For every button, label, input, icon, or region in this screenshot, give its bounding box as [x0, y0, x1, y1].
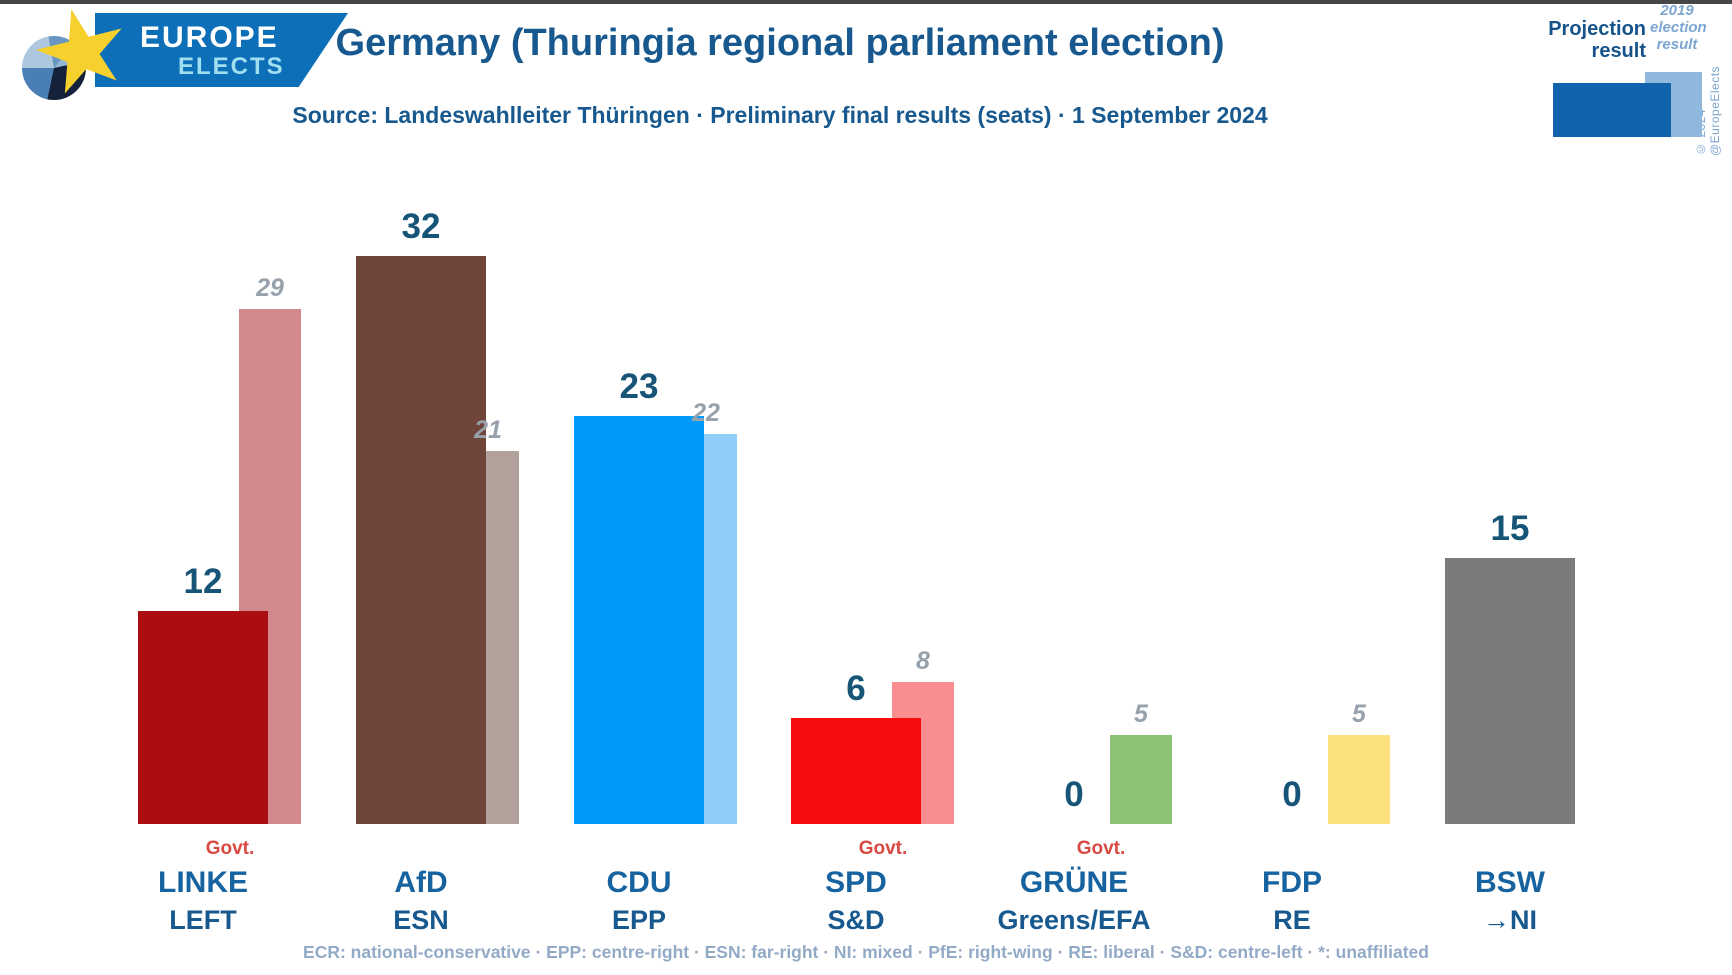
value-projection-linke: 12 — [183, 562, 223, 601]
bar-projection-bsw — [1445, 557, 1575, 824]
logo-banner — [95, 13, 348, 87]
bar-previous-fdp — [1328, 735, 1390, 824]
legend-swatch-projection — [1553, 83, 1671, 137]
legend-previous-line2: election — [1650, 19, 1707, 36]
value-projection-cdu: 23 — [619, 366, 659, 406]
legend-previous-line1: 2019 — [1660, 2, 1694, 19]
legend-previous-label: 2019 election result — [1650, 2, 1707, 53]
legend-projection-label: Projection result — [1528, 18, 1646, 62]
legend-projection-line1: Projection — [1548, 18, 1646, 40]
label-party-linke: LINKE — [158, 866, 248, 899]
chart-title: Germany (Thuringia regional parliament e… — [335, 22, 1225, 64]
logo-text-europe: EUROPE — [140, 21, 279, 54]
label-group-cdu: EPP — [611, 905, 667, 935]
label-party-bsw: BSW — [1475, 866, 1545, 899]
legend-previous-line3: result — [1656, 36, 1698, 53]
bar-projection-cdu — [574, 415, 704, 824]
bar-projection-linke — [138, 611, 268, 824]
group-abbreviation-key: ECR: national-conservative · EPP: centre… — [303, 942, 1429, 962]
label-party-afd: AfD — [394, 866, 448, 899]
value-previous-grune: 5 — [1134, 700, 1148, 729]
label-party-fdp: FDP — [1262, 866, 1322, 899]
value-previous-cdu: 22 — [692, 398, 720, 427]
label-group-spd: S&D — [827, 905, 885, 935]
bar-projection-spd — [791, 717, 921, 824]
logo-text-elects: ELECTS — [178, 53, 285, 80]
label-group-grune: Greens/EFA — [997, 905, 1151, 935]
label-group-bsw: →NI — [1483, 905, 1537, 935]
value-projection-afd: 32 — [401, 207, 441, 246]
image-top-edge — [0, 0, 1732, 4]
legend-projection-line2: result — [1591, 40, 1646, 62]
value-projection-fdp: 0 — [1282, 775, 1302, 814]
bar-previous-grune — [1110, 735, 1172, 824]
label-group-linke: LEFT — [169, 905, 237, 935]
label-group-afd: ESN — [393, 905, 449, 935]
value-previous-linke: 29 — [256, 274, 284, 303]
label-govt-grune: Govt. — [1076, 838, 1126, 859]
label-govt-linke: Govt. — [205, 838, 255, 859]
label-party-cdu: CDU — [606, 866, 672, 899]
label-group-fdp: RE — [1273, 905, 1311, 935]
chart-subtitle: Source: Landeswahlleiter Thüringen · Pre… — [292, 102, 1268, 128]
value-projection-grune: 0 — [1064, 775, 1084, 814]
bar-projection-afd — [356, 256, 486, 824]
label-party-spd: SPD — [825, 866, 887, 899]
label-party-grune: GRÜNE — [1019, 866, 1129, 899]
value-previous-afd: 21 — [474, 416, 502, 445]
value-projection-spd: 6 — [846, 668, 866, 708]
value-previous-spd: 8 — [916, 647, 930, 675]
label-govt-spd: Govt. — [858, 838, 908, 859]
value-projection-bsw: 15 — [1490, 508, 1530, 548]
value-previous-fdp: 5 — [1352, 700, 1366, 729]
